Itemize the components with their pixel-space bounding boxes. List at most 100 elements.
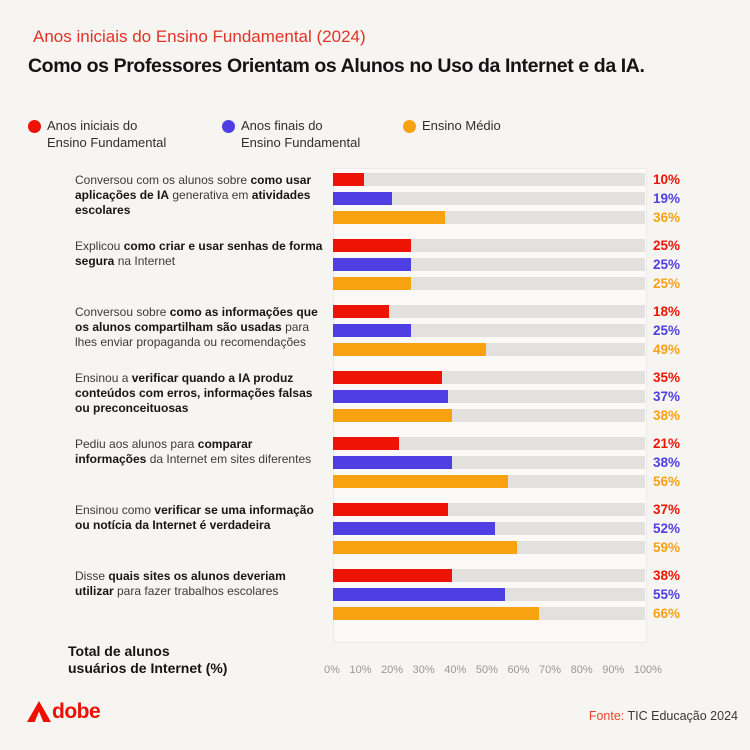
bar-track [333, 541, 645, 554]
bar-ensino-medio [333, 607, 539, 620]
value-label: 38% [653, 568, 681, 583]
bar-track [333, 522, 645, 535]
value-label: 19% [653, 191, 681, 206]
adobe-wordmark: dobe [52, 700, 101, 723]
bar-group: Disse quais sites os alunos deveriam uti… [0, 568, 750, 621]
bar-group-label: Disse quais sites os alunos deveriam uti… [75, 569, 286, 598]
bar-track [333, 503, 645, 516]
value-labels: 37% 52% 59% [653, 502, 681, 555]
legend-item: Ensino Médio [403, 117, 501, 134]
bar-group-label: Conversou com os alunos sobre como usar … [75, 173, 312, 217]
bar-group-label: Ensinou a verificar quando a IA produz c… [75, 371, 313, 415]
bar-ensino-medio [333, 343, 486, 356]
bar-anos-finais [333, 588, 505, 601]
value-label: 25% [653, 238, 681, 253]
x-tick-label: 60% [507, 664, 530, 676]
bar-anos-iniciais [333, 503, 449, 516]
bar-ensino-medio [333, 409, 452, 422]
bar-groups: Conversou com os alunos sobre como usar … [0, 173, 750, 635]
x-tick-label: 20% [381, 664, 404, 676]
bar-track [333, 409, 645, 422]
bar-group: Conversou sobre como as informações que … [0, 304, 750, 357]
value-label: 55% [653, 587, 681, 602]
axis-note: Total de alunos usuários de Internet (%) [68, 643, 227, 677]
x-tick-label: 80% [570, 664, 593, 676]
bar-group-label: Conversou sobre como as informações que … [75, 305, 318, 349]
value-label: 25% [653, 276, 681, 291]
bar-group-label: Explicou como criar e usar senhas de for… [75, 239, 323, 268]
value-label: 37% [653, 389, 681, 404]
adobe-logo: dobe [27, 700, 101, 723]
bar-anos-iniciais [333, 305, 390, 318]
value-label: 66% [653, 606, 681, 621]
x-tick-label: 10% [349, 664, 372, 676]
source-prefix: Fonte: [588, 709, 625, 723]
value-label: 25% [653, 323, 681, 338]
bar-track [333, 390, 645, 403]
value-labels: 10% 19% 36% [653, 173, 681, 225]
bar-track [333, 258, 645, 271]
value-label: 37% [653, 502, 681, 517]
value-labels: 38% 55% 66% [653, 568, 681, 621]
bar-track [333, 343, 645, 356]
value-labels: 21% 38% 56% [653, 437, 681, 489]
bar-anos-finais [333, 522, 496, 535]
bar-group-label: Ensinou como verificar se uma informação… [75, 503, 314, 532]
value-label: 59% [653, 540, 681, 555]
bar-group: Ensinou a verificar quando a IA produz c… [0, 370, 750, 423]
value-label: 49% [653, 342, 681, 357]
bar-track [333, 475, 645, 488]
bar-ensino-medio [333, 277, 411, 290]
value-label: 18% [653, 304, 681, 319]
value-labels: 35% 37% 38% [653, 370, 681, 423]
bar-anos-finais [333, 324, 411, 337]
bar-anos-finais [333, 258, 411, 271]
value-label: 56% [653, 474, 681, 489]
x-tick-label: 30% [412, 664, 435, 676]
bar-stack [333, 371, 645, 422]
bar-stack [333, 173, 645, 224]
value-labels: 18% 25% 49% [653, 304, 681, 357]
bar-group: Conversou com os alunos sobre como usar … [0, 173, 750, 225]
kicker: Anos iniciais do Ensino Fundamental (202… [33, 27, 366, 46]
legend-item: Anos finais do Ensino Fundamental [222, 117, 366, 151]
bar-stack [333, 569, 645, 620]
bar-track [333, 211, 645, 224]
bar-anos-iniciais [333, 437, 399, 450]
bar-group: Pediu aos alunos para comparar informaçõ… [0, 437, 750, 489]
value-label: 35% [653, 370, 681, 385]
bar-anos-iniciais [333, 239, 411, 252]
bar-track [333, 277, 645, 290]
x-tick-label: 100% [633, 664, 662, 676]
bar-stack [333, 305, 645, 356]
source: Fonte: TIC Educação 2024 [589, 709, 738, 723]
bar-track [333, 569, 645, 582]
page-title: Como os Professores Orientam os Alunos n… [28, 55, 645, 77]
x-tick-label: 70% [539, 664, 562, 676]
bar-group-label: Pediu aos alunos para comparar informaçõ… [75, 437, 312, 466]
bar-track [333, 305, 645, 318]
legend-label: Anos finais do Ensino Fundamental [241, 118, 361, 150]
legend-dot-icon [403, 120, 416, 133]
bar-ensino-medio [333, 475, 508, 488]
bar-ensino-medio [333, 211, 446, 224]
x-axis: 0% 10% 20% 30% 40% 50% 60% 70% 80% 90% 100% [324, 664, 662, 676]
value-label: 36% [653, 210, 681, 225]
bar-ensino-medio [333, 541, 518, 554]
legend-label: Ensino Médio [422, 118, 501, 133]
bar-track [333, 239, 645, 252]
value-label: 52% [653, 521, 681, 536]
axis-note-line1: Total de alunos [68, 643, 170, 659]
legend-dot-icon [28, 120, 41, 133]
legend-dot-icon [222, 120, 235, 133]
bar-group: Explicou como criar e usar senhas de for… [0, 238, 750, 291]
bar-track [333, 324, 645, 337]
bar-track [333, 192, 645, 205]
bar-anos-finais [333, 192, 393, 205]
bar-stack [333, 437, 645, 488]
bar-anos-iniciais [333, 371, 443, 384]
bar-stack [333, 503, 645, 554]
bar-track [333, 371, 645, 384]
bar-track [333, 173, 645, 186]
